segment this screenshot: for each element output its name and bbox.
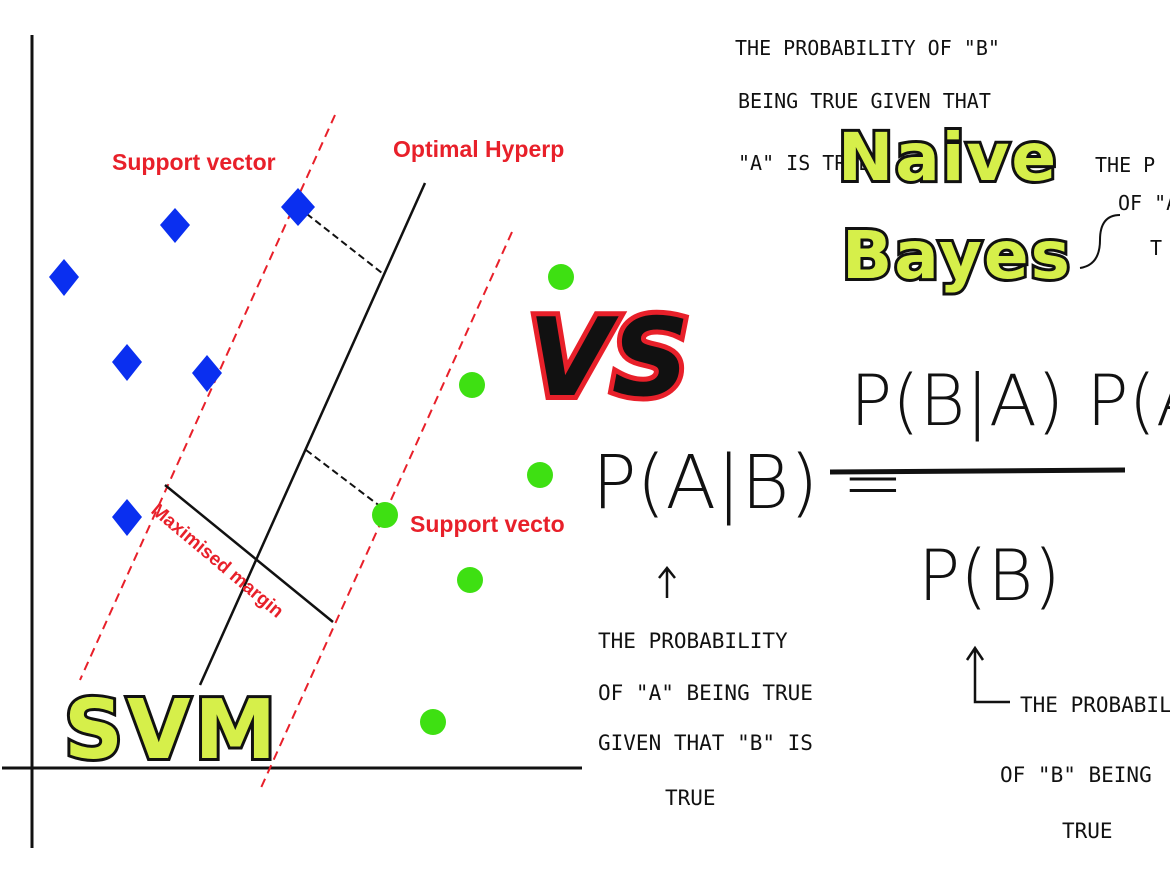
data-point xyxy=(548,264,574,290)
naive-bayes-title-line-1: Naive xyxy=(838,119,1058,196)
data-point xyxy=(49,259,79,296)
note-top-line-2: BEING TRUE GIVEN THAT xyxy=(738,89,991,113)
data-point xyxy=(527,462,553,488)
svm-title: SVM xyxy=(64,683,280,778)
note-top-line-3: "A" IS TRUE xyxy=(738,151,870,175)
note-right-line-2: OF "A xyxy=(1118,191,1170,215)
svm-panel: Support vector Optimal Hyperp Support ve… xyxy=(2,35,582,848)
note-right-line-1: THE P xyxy=(1095,153,1155,177)
data-point xyxy=(420,709,446,735)
margin-label: Maximised margin xyxy=(147,500,287,623)
note-bottom-right-line-1: THE PROBABIL xyxy=(1020,693,1170,717)
naive-bayes-panel: THE PROBABILITY OF "B" BEING TRUE GIVEN … xyxy=(592,36,1170,843)
arrow-up-left xyxy=(658,565,676,598)
formula-numerator: P(B|A) P(A) xyxy=(850,360,1170,442)
hyperplane-label: Optimal Hyperp xyxy=(393,136,564,162)
support-vector-label-top: Support vector xyxy=(112,149,276,175)
note-bottom-left-line-4: TRUE xyxy=(665,786,716,810)
formula-lhs: P(A|B) = xyxy=(592,440,904,526)
optimal-hyperplane xyxy=(198,182,427,686)
data-point xyxy=(112,499,142,536)
data-point xyxy=(160,208,190,243)
support-vector-label-bottom: Support vecto xyxy=(410,511,565,537)
naive-bayes-title-line-2: Bayes xyxy=(842,217,1072,294)
data-point xyxy=(372,502,398,528)
support-distance-top xyxy=(297,206,383,274)
data-point xyxy=(112,344,142,381)
fraction-bar xyxy=(829,467,1126,475)
data-point xyxy=(459,372,485,398)
note-right-line-3: T xyxy=(1150,236,1162,260)
data-point xyxy=(457,567,483,593)
class-b-points xyxy=(372,264,574,735)
note-bottom-right-line-3: TRUE xyxy=(1062,819,1113,843)
note-top-line-1: THE PROBABILITY OF "B" xyxy=(735,36,1000,60)
data-point xyxy=(192,355,222,392)
support-distance-bottom xyxy=(305,449,386,511)
arrow-up-right xyxy=(965,645,1010,704)
formula-denominator: P(B) xyxy=(918,535,1061,617)
note-bottom-left-line-1: THE PROBABILITY xyxy=(598,629,788,653)
brace-mark xyxy=(1079,214,1121,269)
note-bottom-right-line-2: OF "B" BEING xyxy=(1000,763,1152,787)
data-point xyxy=(281,188,315,226)
vs-label: VS xyxy=(528,296,689,421)
margin-bracket xyxy=(164,484,334,623)
note-bottom-left-line-3: GIVEN THAT "B" IS xyxy=(598,731,813,755)
margin-line-upper xyxy=(79,114,336,681)
note-bottom-left-line-2: OF "A" BEING TRUE xyxy=(598,681,813,705)
class-a-points xyxy=(49,188,315,536)
